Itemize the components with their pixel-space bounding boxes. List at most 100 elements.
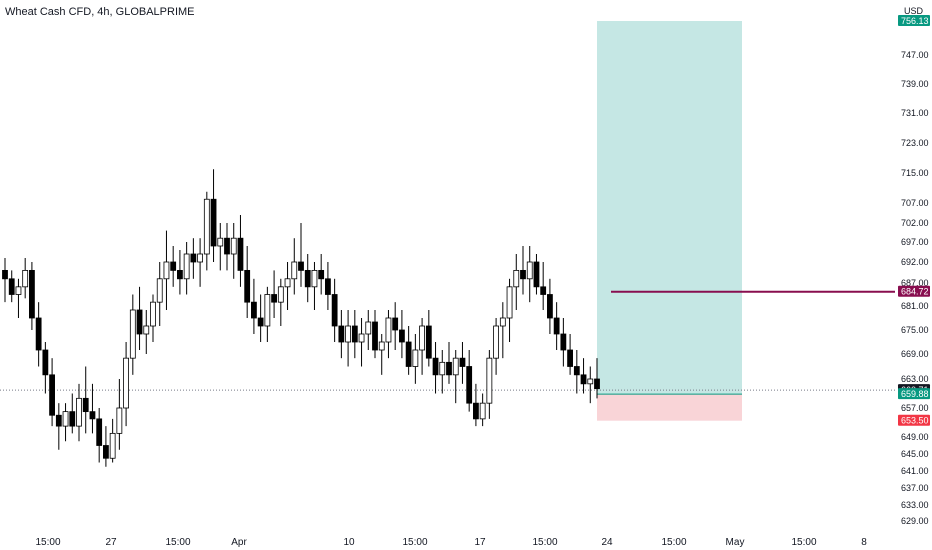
candle-body [257, 317, 264, 327]
candle [82, 366, 89, 434]
currency-label: USD [904, 6, 924, 16]
time-tick-label: Apr [231, 537, 247, 548]
candle-body [277, 286, 284, 303]
price-tick-label: 633.00 [901, 500, 929, 510]
candle [123, 342, 129, 427]
candle-body [163, 261, 170, 280]
candle [493, 318, 499, 375]
time-tick-label: 27 [105, 537, 117, 548]
candle [446, 342, 452, 384]
candle-body [304, 269, 311, 288]
candle-body [237, 237, 244, 271]
candle [203, 191, 210, 271]
candle [15, 278, 22, 318]
candle-body [526, 261, 533, 280]
candle-body [365, 321, 372, 335]
candle [459, 342, 466, 384]
candle-body [22, 269, 29, 288]
candle-body [96, 418, 103, 446]
candle [567, 334, 573, 375]
candle-body [560, 333, 567, 351]
candle [392, 302, 399, 350]
candle-body [358, 333, 365, 343]
profit-zone [597, 21, 742, 395]
candle-body [271, 294, 277, 303]
candle-body [156, 278, 163, 303]
candle-body [412, 349, 419, 367]
candle-body [210, 198, 217, 247]
time-tick-label: 15:00 [661, 537, 686, 548]
candle-body [49, 374, 55, 416]
candle [594, 358, 600, 399]
candle [257, 294, 264, 342]
candle [372, 310, 378, 359]
candle-body [42, 349, 49, 376]
target-price-badge: 756.13 [901, 16, 929, 26]
candle [304, 254, 311, 303]
target-price-badge-bg [898, 15, 930, 26]
candle [298, 223, 304, 287]
candle [365, 310, 372, 350]
candle [385, 310, 392, 359]
entry-price-badge-bg [898, 388, 930, 400]
candle [291, 238, 298, 295]
candle-body [76, 397, 82, 427]
price-tick-label: 641.00 [901, 466, 929, 476]
time-tick-label: May [726, 537, 745, 548]
price-tick-label: 715.00 [901, 168, 929, 178]
candle [251, 278, 257, 334]
price-tick-label: 663.00 [901, 374, 929, 384]
candle [553, 302, 560, 350]
price-tick-label: 707.00 [901, 198, 929, 208]
candle-body [513, 269, 520, 288]
candle-body [479, 402, 486, 420]
candle-body [567, 349, 573, 367]
candle [177, 250, 183, 295]
candle [190, 238, 197, 279]
price-tick-label: 747.00 [901, 50, 929, 60]
candle [8, 270, 15, 303]
candle [547, 278, 553, 334]
candle-body [425, 325, 432, 359]
candle [210, 169, 217, 262]
candle [62, 403, 69, 442]
candle [405, 326, 412, 375]
candle [156, 262, 163, 326]
candle-body [399, 329, 405, 343]
candle [150, 294, 156, 342]
candle [580, 358, 587, 394]
candle-body [136, 309, 143, 335]
candle-body [311, 269, 318, 288]
candle [170, 246, 177, 287]
candle-body [55, 414, 62, 427]
entry-price-badge: 659.88 [901, 389, 929, 399]
time-tick-label: 15:00 [532, 537, 557, 548]
candle-body [446, 361, 452, 376]
candle-body [190, 253, 197, 263]
candle-body [486, 357, 493, 404]
candle [230, 223, 237, 279]
candle [163, 230, 170, 310]
candle [277, 278, 284, 326]
time-tick-label: 15:00 [165, 537, 190, 548]
candle [183, 242, 190, 295]
candle-body [325, 278, 331, 295]
price-tick-label: 723.00 [901, 138, 929, 148]
candle-body [183, 253, 190, 280]
candle [129, 294, 136, 375]
candle [587, 366, 594, 404]
candle [318, 254, 325, 295]
candle [338, 310, 345, 359]
candle-body [338, 325, 345, 343]
price-tick-label: 645.00 [901, 449, 929, 459]
candle [197, 238, 203, 287]
price-tick-label: 649.00 [901, 432, 929, 442]
candle-body [284, 278, 291, 288]
candle-body [580, 374, 587, 385]
candle [103, 426, 109, 467]
candle-body [493, 325, 499, 359]
candle [22, 258, 29, 299]
candle [540, 262, 547, 310]
candle [358, 318, 365, 367]
